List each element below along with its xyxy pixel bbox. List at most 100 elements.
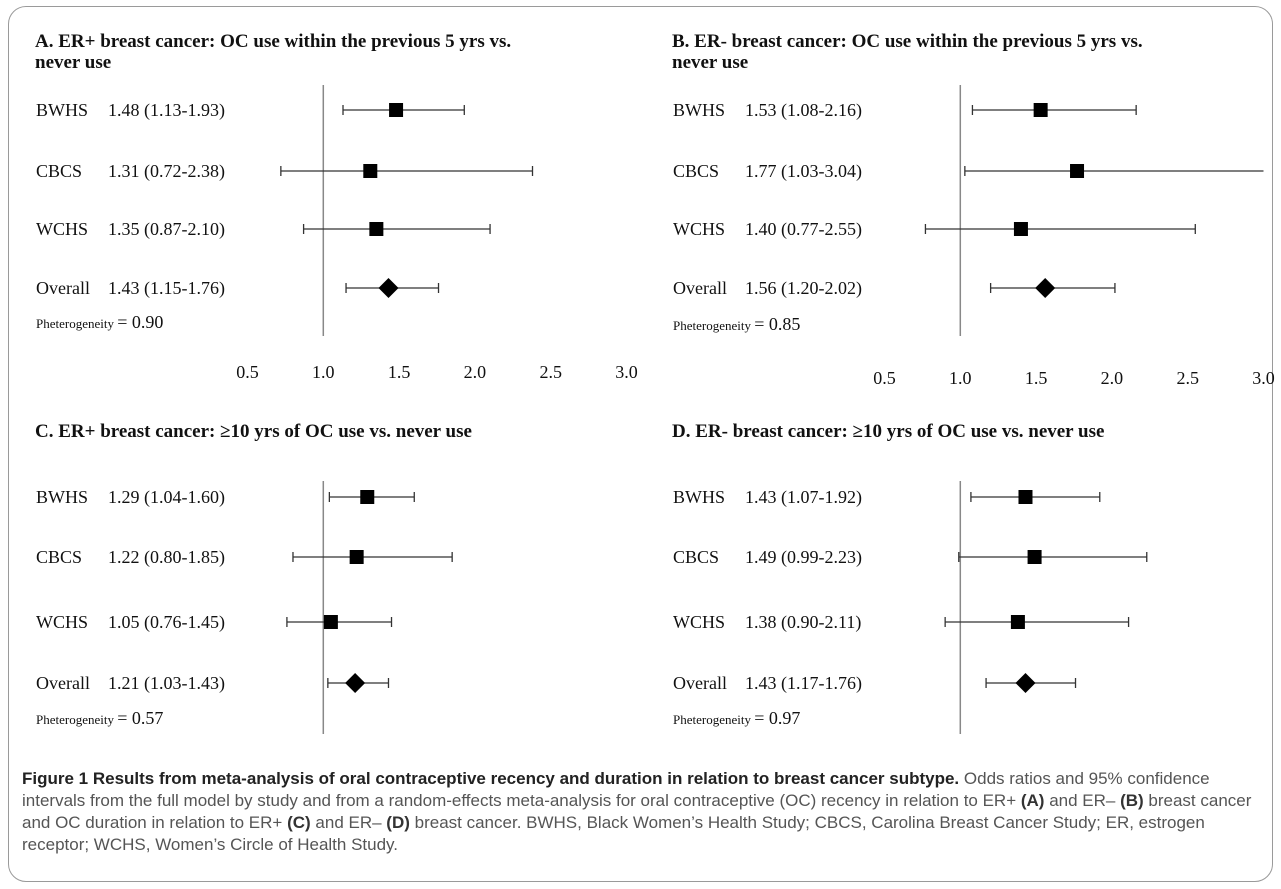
study-name: Overall xyxy=(673,278,727,298)
estimate-label: 1.22 (0.80-1.85) xyxy=(108,547,225,568)
p-heterogeneity-label: Pheterogeneity xyxy=(673,712,754,727)
figure-caption: Figure 1 Results from meta-analysis of o… xyxy=(22,768,1262,856)
panel-c-title: C. ER+ breast cancer: ≥10 yrs of OC use … xyxy=(35,421,472,442)
x-tick-label: 1.5 xyxy=(388,757,411,760)
panel-b-title-line: never use xyxy=(672,52,748,73)
x-tick-label: 3.0 xyxy=(615,757,638,760)
odds-ratio-marker xyxy=(349,550,364,564)
panel-a-title-line: A. ER+ breast cancer: OC use within the … xyxy=(35,31,511,52)
x-tick-label: 2.0 xyxy=(464,757,487,760)
study-name: CBCS xyxy=(673,547,719,567)
x-tick-label: 1.5 xyxy=(388,362,411,382)
x-tick-label: 2.0 xyxy=(464,362,487,382)
x-tick-label: 1.0 xyxy=(312,757,335,760)
x-tick-label: 3.0 xyxy=(1252,368,1275,388)
estimate-label: 1.38 (0.90-2.11) xyxy=(745,612,861,633)
study-name: WCHS xyxy=(36,219,88,239)
p-heterogeneity: Pheterogeneity = 0.57 xyxy=(36,708,163,728)
study-name: CBCS xyxy=(673,161,719,181)
caption-title: Figure 1 Results from meta-analysis of o… xyxy=(22,769,960,788)
panel-b-title-line: B. ER- breast cancer: OC use within the … xyxy=(672,31,1143,52)
caption-ref-a: (A) xyxy=(1020,791,1045,810)
p-heterogeneity-label: Pheterogeneity xyxy=(36,316,117,331)
x-tick-label: 2.0 xyxy=(1101,368,1124,388)
p-heterogeneity-value: = 0.57 xyxy=(117,708,163,728)
x-tick-label: 0.5 xyxy=(873,368,896,388)
x-tick-label: 0.5 xyxy=(236,362,259,382)
odds-ratio-marker xyxy=(1010,615,1025,629)
x-tick-label: 2.5 xyxy=(539,362,562,382)
pooled-estimate-diamond xyxy=(345,673,366,693)
x-tick-label: 2.5 xyxy=(1176,757,1199,760)
x-tick-label: 1.0 xyxy=(312,362,335,382)
caption-ref-c: (C) xyxy=(287,813,311,832)
x-tick-label: 1.5 xyxy=(1025,368,1048,388)
study-name: BWHS xyxy=(36,100,88,120)
x-tick-label: 2.0 xyxy=(1101,757,1124,760)
caption-text-4: and ER– xyxy=(310,813,387,832)
panel-a: A. ER+ breast cancer: OC use within the … xyxy=(35,31,638,382)
x-tick-label: 0.5 xyxy=(236,757,259,760)
caption-text-2: and ER– xyxy=(1044,791,1121,810)
panel-b: B. ER- breast cancer: OC use within the … xyxy=(672,31,1275,388)
p-heterogeneity: Pheterogeneity = 0.97 xyxy=(673,708,800,728)
study-name: Overall xyxy=(673,673,727,693)
x-tick-label: 1.0 xyxy=(949,757,972,760)
p-heterogeneity-value: = 0.90 xyxy=(117,312,163,332)
panel-a-title-line: never use xyxy=(35,52,111,73)
odds-ratio-marker xyxy=(1033,103,1048,117)
caption-text-3: breast cancer and OC duration in relatio… xyxy=(22,791,1252,832)
study-name: BWHS xyxy=(673,100,725,120)
panel-d-title: D. ER- breast cancer: ≥10 yrs of OC use … xyxy=(672,421,1104,442)
study-name: WCHS xyxy=(673,219,725,239)
x-tick-label: 2.5 xyxy=(1176,368,1199,388)
estimate-label: 1.48 (1.13-1.93) xyxy=(108,100,225,121)
odds-ratio-marker xyxy=(1018,490,1033,504)
caption-text-1: Odds ratios and 95% confidence intervals… xyxy=(22,769,1210,810)
p-heterogeneity: Pheterogeneity = 0.85 xyxy=(673,314,800,334)
p-heterogeneity-value: = 0.97 xyxy=(754,708,800,728)
estimate-label: 1.31 (0.72-2.38) xyxy=(108,161,225,182)
estimate-label: 1.43 (1.15-1.76) xyxy=(108,278,225,299)
caption-ref-b: (B) xyxy=(1120,791,1144,810)
panel-c: C. ER+ breast cancer: ≥10 yrs of OC use … xyxy=(35,421,638,760)
odds-ratio-marker xyxy=(1027,550,1042,564)
p-heterogeneity-value: = 0.85 xyxy=(754,314,800,334)
study-name: BWHS xyxy=(673,487,725,507)
study-name: WCHS xyxy=(36,612,88,632)
x-tick-label: 1.5 xyxy=(1025,757,1048,760)
caption-ref-d: (D) xyxy=(386,813,410,832)
odds-ratio-marker xyxy=(389,103,404,117)
x-tick-label: 1.0 xyxy=(949,368,972,388)
pooled-estimate-diamond xyxy=(1015,673,1036,693)
estimate-label: 1.53 (1.08-2.16) xyxy=(745,100,862,121)
x-tick-label: 2.5 xyxy=(539,757,562,760)
estimate-label: 1.77 (1.03-3.04) xyxy=(745,161,862,182)
study-name: CBCS xyxy=(36,547,82,567)
x-tick-label: 0.5 xyxy=(873,757,896,760)
estimate-label: 1.43 (1.17-1.76) xyxy=(745,673,862,694)
figure-frame xyxy=(8,6,1273,882)
study-name: CBCS xyxy=(36,161,82,181)
estimate-label: 1.05 (0.76-1.45) xyxy=(108,612,225,633)
study-name: BWHS xyxy=(36,487,88,507)
estimate-label: 1.56 (1.20-2.02) xyxy=(745,278,862,299)
caption-text-5: breast cancer. BWHS, Black Women’s Healt… xyxy=(22,813,1205,854)
study-name: Overall xyxy=(36,278,90,298)
pooled-estimate-diamond xyxy=(378,278,399,298)
odds-ratio-marker xyxy=(360,490,375,504)
estimate-label: 1.21 (1.03-1.43) xyxy=(108,673,225,694)
odds-ratio-marker xyxy=(323,615,338,629)
odds-ratio-marker xyxy=(369,222,384,236)
odds-ratio-marker xyxy=(363,164,378,178)
forest-plots: A. ER+ breast cancer: OC use within the … xyxy=(35,31,1275,760)
p-heterogeneity: Pheterogeneity = 0.90 xyxy=(36,312,163,332)
estimate-label: 1.40 (0.77-2.55) xyxy=(745,219,862,240)
estimate-label: 1.49 (0.99-2.23) xyxy=(745,547,862,568)
odds-ratio-marker xyxy=(1013,222,1028,236)
p-heterogeneity-label: Pheterogeneity xyxy=(673,318,754,333)
pooled-estimate-diamond xyxy=(1035,278,1056,298)
odds-ratio-marker xyxy=(1070,164,1085,178)
x-tick-label: 3.0 xyxy=(1252,757,1275,760)
study-name: WCHS xyxy=(673,612,725,632)
